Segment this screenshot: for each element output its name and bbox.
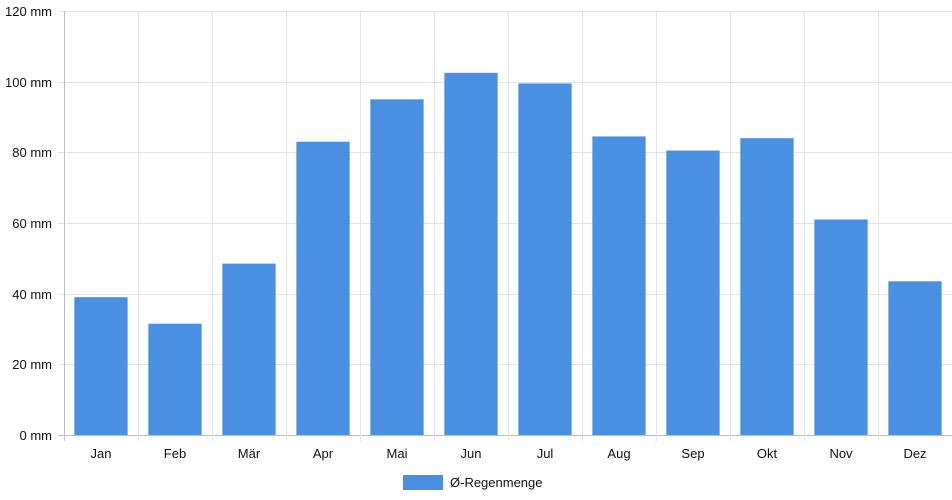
bar-nov (814, 219, 868, 435)
x-tick-label: Dez (903, 446, 926, 461)
y-tick-label: 80 mm (12, 145, 52, 160)
y-tick-label: 120 mm (5, 4, 52, 19)
legend-label[interactable]: Ø-Regenmenge (450, 475, 543, 490)
x-tick-label: Mai (387, 446, 408, 461)
bar-mär (222, 263, 276, 435)
bar-mai (370, 99, 424, 435)
bar-sep (666, 150, 720, 436)
x-tick-label: Okt (757, 446, 778, 461)
legend-swatch[interactable] (403, 475, 443, 490)
bar-jun (444, 72, 498, 435)
bar-feb (148, 323, 202, 435)
y-tick-label: 0 mm (20, 428, 53, 443)
x-tick-label: Jun (461, 446, 482, 461)
y-tick-label: 60 mm (12, 216, 52, 231)
bars (74, 72, 942, 436)
grid-lines (58, 11, 952, 441)
legend[interactable]: Ø-Regenmenge (403, 475, 543, 490)
bar-dez (888, 281, 942, 435)
x-tick-label: Jan (91, 446, 112, 461)
y-tick-label: 40 mm (12, 287, 52, 302)
bar-apr (296, 141, 350, 435)
bar-okt (740, 138, 794, 435)
bar-jul (518, 83, 572, 435)
x-tick-label: Jul (537, 446, 554, 461)
y-tick-label: 20 mm (12, 357, 52, 372)
axes: 0 mm 20 mm 40 mm 60 mm 80 mm 100 mm 120 mm Jan F… (5, 4, 927, 461)
x-tick-label: Nov (829, 446, 853, 461)
x-tick-label: Mär (238, 446, 261, 461)
bar-jan (74, 297, 128, 435)
y-tick-label: 100 mm (5, 75, 52, 90)
x-tick-label: Sep (681, 446, 704, 461)
bar-aug (592, 136, 646, 435)
x-tick-label: Aug (607, 446, 630, 461)
x-tick-label: Apr (313, 446, 334, 461)
x-tick-label: Feb (164, 446, 186, 461)
